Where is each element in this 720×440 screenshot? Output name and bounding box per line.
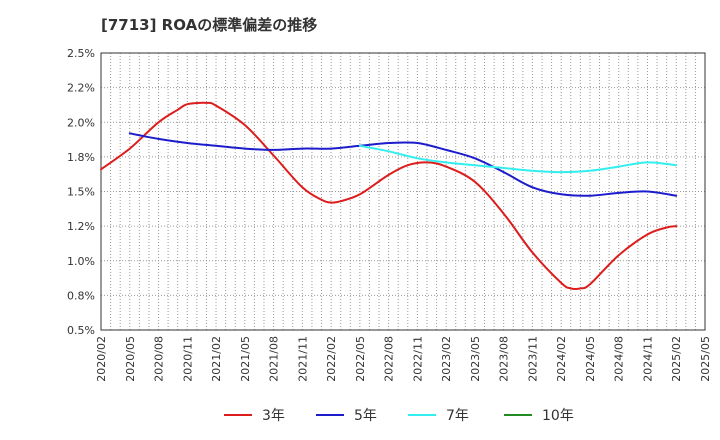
y-tick-label: 1.0% [67,255,95,268]
legend-label-2: 7年 [446,408,469,424]
x-tick-label: 2025/02 [670,336,683,382]
legend-label-1: 5年 [354,408,377,424]
y-tick-label: 2.5% [67,47,95,60]
x-tick-label: 2024/11 [641,336,654,382]
series-lines [100,101,678,291]
x-tick-label: 2023/02 [440,336,453,382]
x-tick-label: 2024/02 [555,336,568,382]
x-tick-label: 2023/05 [469,336,482,382]
x-tick-label: 2021/11 [296,336,309,382]
axes: 0.5% 0.8% 1.0% 1.2% 1.5% 1.8% 2.0% 2.2% 2.5% 2020… [67,47,712,382]
chart-title: [7713] ROAの標準偏差の推移 [101,16,318,34]
grid [100,52,706,331]
y-tick-label: 1.8% [67,151,95,164]
x-tick-label: 2020/11 [181,336,194,382]
y-tick-label: 1.2% [67,220,95,233]
x-tick-label: 2022/05 [354,336,367,382]
x-tick-label: 2025/05 [699,336,712,382]
x-tick-label: 2021/08 [268,336,281,382]
x-tick-label: 2020/02 [95,336,108,382]
x-tick-label: 2023/11 [526,336,539,382]
y-tick-label: 2.0% [67,116,95,129]
x-tick-label: 2024/08 [613,336,626,382]
x-tick-label: 2022/02 [325,336,338,382]
series-line-0 [100,101,678,291]
x-tick-label: 2022/08 [383,336,396,382]
y-tick-label: 0.8% [67,289,95,302]
y-tick-label: 1.5% [67,186,95,199]
y-tick-label: 2.2% [67,82,95,95]
series-line-2 [358,144,678,174]
series-line-1 [128,132,678,197]
y-tick-label: 0.5% [67,324,95,337]
x-tick-label: 2020/05 [124,336,137,382]
x-tick-label: 2021/02 [210,336,223,382]
legend-label-3: 10年 [542,408,574,424]
legend-label-0: 3年 [262,408,285,424]
x-tick-label: 2024/05 [584,336,597,382]
x-tick-label: 2021/05 [239,336,252,382]
plot-background [101,53,705,330]
x-tick-label: 2022/11 [411,336,424,382]
plot-frame [100,52,706,331]
x-tick-label: 2023/08 [498,336,511,382]
x-tick-label: 2020/08 [153,336,166,382]
legend: 3年 5年 7年 10年 [224,408,574,424]
